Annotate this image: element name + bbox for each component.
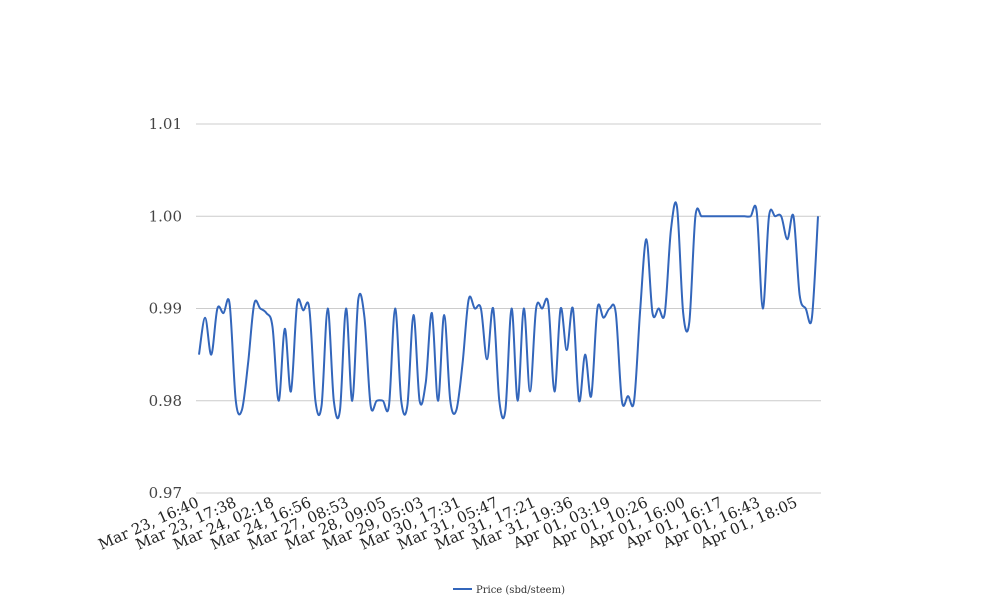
y-tick-label: 1.01 [149, 115, 182, 133]
gridlines [196, 123, 821, 494]
legend-label: Price (sbd/steem) [476, 585, 565, 596]
legend: Price (sbd/steem) [453, 585, 565, 596]
y-tick-label: 0.98 [149, 392, 182, 410]
series-layer [198, 201, 819, 420]
series-line-price [198, 201, 819, 420]
y-tick-label: 1.00 [149, 207, 182, 225]
y-axis-tick-labels: 0.97 0.98 0.99 1.00 1.01 [149, 115, 182, 502]
y-tick-label: 0.97 [149, 484, 182, 502]
y-tick-label: 0.99 [149, 300, 182, 318]
